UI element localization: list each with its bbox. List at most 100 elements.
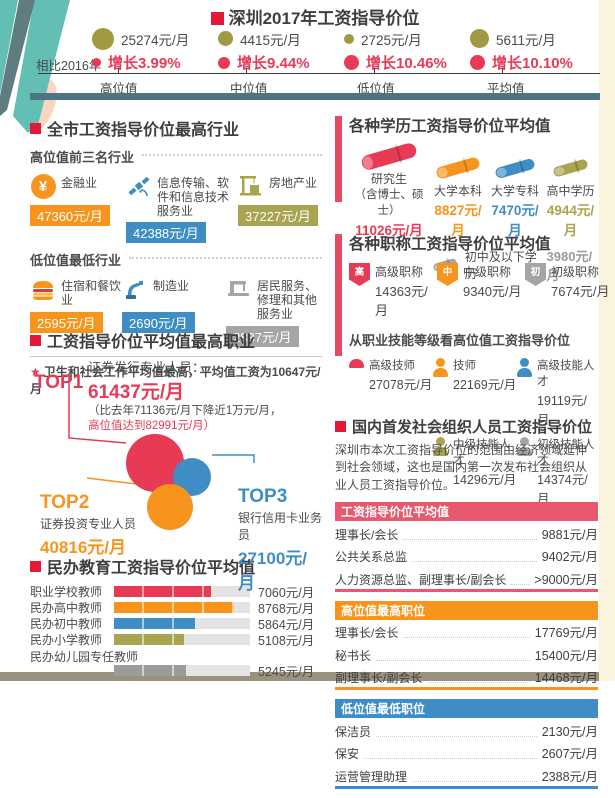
degree-item-highschool: 高中学历 4944元/月 bbox=[543, 156, 598, 239]
degree-value: 8827元/月 bbox=[434, 203, 482, 239]
person-icon bbox=[517, 357, 532, 377]
page-title-text: 深圳2017年工资指导价位 bbox=[228, 9, 420, 28]
ranks-section-title: 各种职称工资指导价位平均值 bbox=[349, 236, 551, 253]
burger-icon bbox=[30, 276, 56, 302]
growth-dot-icon bbox=[218, 56, 230, 69]
table-row: 理事长/会长 9881元/月 bbox=[335, 521, 598, 544]
table-row: 人力资源总监、副理事长/副会长 >9000元/月 bbox=[335, 566, 598, 589]
axis-tick bbox=[502, 68, 503, 74]
left-column: 全市工资指导价位最高行业 高位值前三名行业 ¥ 金融业 47360元/月 信息传… bbox=[30, 108, 322, 679]
stat-value: 2725元/月 bbox=[361, 32, 422, 48]
edu-bar-label: 民办幼儿园专任教师 bbox=[30, 650, 139, 664]
skill-name: 高级技师 bbox=[369, 360, 415, 372]
degree-name: 大学本科 bbox=[433, 184, 482, 198]
rank-value: 14363元/月 bbox=[375, 284, 428, 318]
value-circle-icon bbox=[344, 33, 354, 44]
industry-item-finance: ¥ 金融业 47360元/月 bbox=[30, 173, 126, 243]
satellite-icon bbox=[126, 173, 152, 199]
social-org-section-title: 国内首发社会组织人员工资指导价位 bbox=[335, 416, 598, 437]
industry-item-realestate: 房地产业 37227元/月 bbox=[238, 173, 322, 243]
edu-bar-row: 民办小学教师 5108元/月 bbox=[30, 632, 322, 648]
table-row: 副理事长/副会长 14468元/月 bbox=[335, 665, 598, 688]
industry-value-badge: 47360元/月 bbox=[30, 205, 110, 226]
top2-value: 40816元/月 bbox=[40, 537, 126, 557]
degree-name: 大学专科 bbox=[490, 184, 539, 198]
education-title-text: 民办教育工资指导价位平均值 bbox=[47, 560, 256, 577]
stat-growth: 增长9.44% bbox=[237, 55, 310, 72]
edu-bar-track bbox=[114, 586, 250, 597]
edu-bar-fill bbox=[114, 586, 211, 597]
dotted-leader bbox=[412, 561, 537, 563]
degree-item-postgraduate: 研究生 （含博士、硕士） 11026元/月 bbox=[349, 141, 429, 239]
axis-label-median: 中位值 bbox=[230, 82, 268, 96]
header-divider-bar bbox=[30, 93, 600, 100]
degree-item-bachelor: 大学本科 8827元/月 bbox=[429, 156, 487, 239]
shield-character: 初 bbox=[530, 267, 541, 278]
industry-item-hotel-catering: 住宿和餐饮业 2595元/月 bbox=[30, 276, 122, 346]
edu-bar-chart: 职业学校教师 7060元/月 民办高中教师 8768元/月 民办初中教师 5864元/月民… bbox=[30, 584, 322, 679]
industry-value-badge: 37227元/月 bbox=[238, 205, 318, 226]
stat-value: 25274元/月 bbox=[121, 32, 190, 48]
table-row: 运营管理助理 2388元/月 bbox=[335, 763, 598, 786]
dotted-rule bbox=[129, 257, 322, 260]
table-row: 保洁员 2130元/月 bbox=[335, 718, 598, 741]
top-jobs-section-title: 工资指导价位平均值最高职业 bbox=[30, 328, 322, 352]
industry-section-title: 全市工资指导价位最高行业 bbox=[30, 116, 322, 140]
table-header: 高位值最高职位 bbox=[335, 600, 598, 620]
industry-name: 制造业 bbox=[153, 279, 190, 294]
dotted-leader bbox=[364, 758, 537, 760]
skill-item-senior-skilled: 高级技能人才 19119元/月 bbox=[517, 357, 598, 428]
table-row: 保安 2607元/月 bbox=[335, 741, 598, 764]
row-value: >9000元/月 bbox=[534, 572, 598, 587]
table-header: 工资指导价位平均值 bbox=[335, 502, 598, 522]
industry-name: 住宿和餐饮业 bbox=[61, 279, 122, 308]
skill-item-junior-skilled: 初级技能人才 14374元/月 bbox=[517, 436, 598, 507]
edu-bar-label: 民办小学教师 bbox=[30, 633, 103, 647]
low-industries-subheader: 低位值最低行业 bbox=[30, 250, 322, 269]
row-value: 9881元/月 bbox=[541, 527, 598, 542]
edu-bar-label: 民办高中教师 bbox=[30, 601, 103, 615]
top-jobs-section: 工资指导价位平均值最高职业 证券发行专业人员： TOP1 61437元/月 （比… bbox=[30, 328, 322, 593]
bottom-bar bbox=[0, 672, 599, 681]
social-table-average: 工资指导价位平均值 理事长/会长 9881元/月 公共关系总监 9402元/月 人力… bbox=[335, 502, 598, 592]
edu-bar-fill bbox=[114, 618, 195, 629]
degree-item-middleschool: 初中及以下学历 3980元/月 bbox=[432, 246, 598, 284]
social-org-section: 国内首发社会组织人员工资指导价位 深圳市本次工资指导价位的范围由经济领域延伸到社… bbox=[335, 416, 598, 798]
rank-item-intermediate: 中 中级职称 9340元/月 bbox=[437, 263, 525, 319]
row-name: 保洁员 bbox=[335, 724, 372, 739]
social-org-title-text: 国内首发社会组织人员工资指导价位 bbox=[352, 419, 593, 436]
social-table-lowest: 低位值最低职位 保洁员 2130元/月 保安 2607元/月 运营管理助理 2388元… bbox=[335, 699, 598, 789]
corner-pencil-decoration bbox=[0, 0, 70, 133]
stat-growth: 增长10.10% bbox=[492, 55, 573, 72]
edu-bar-track bbox=[114, 634, 250, 645]
yuan-symbol: ¥ bbox=[30, 173, 56, 199]
industry-value-badge: 2595元/月 bbox=[30, 312, 103, 334]
edu-bar-fill bbox=[114, 602, 235, 613]
skill-value: 19119元/月 bbox=[537, 394, 587, 427]
edu-bar-value: 8768元/月 bbox=[258, 602, 315, 616]
rank-name: 初级职称 bbox=[551, 265, 600, 279]
skill-item-intermediate-skilled: 中级技能人才 14296元/月 bbox=[433, 436, 517, 507]
edu-bar-track bbox=[114, 665, 250, 676]
rank-value: 7674元/月 bbox=[551, 284, 610, 299]
edu-bar-row: 职业学校教师 7060元/月 bbox=[30, 584, 322, 600]
degree-item-college: 大学专科 7470元/月 bbox=[487, 156, 543, 239]
diploma-scroll-icon bbox=[494, 157, 536, 179]
private-education-section: 民办教育工资指导价位平均值 职业学校教师 7060元/月 民办高中教师 8768元/月… bbox=[30, 554, 322, 679]
industry-value-badge: 2837元/月 bbox=[226, 325, 299, 347]
dotted-leader bbox=[427, 682, 530, 684]
degrees-section: 各种学历工资指导价位平均值 研究生 （含博士、硕士） 11026元/月 大学本科… bbox=[335, 114, 598, 284]
dotted-leader bbox=[412, 780, 537, 782]
dotted-rule bbox=[142, 154, 322, 156]
shield-icon: 初 bbox=[525, 263, 546, 286]
industry-name: 信息传输、软件和信息技术服务业 bbox=[157, 176, 230, 218]
edu-bar-row: 民办初中教师 5864元/月 bbox=[30, 616, 322, 632]
edu-bar-value: 7060元/月 bbox=[258, 586, 315, 600]
high-industries-subheader: 高位值前三名行业 bbox=[30, 147, 322, 166]
low-industries-grid: 住宿和餐饮业 2595元/月 制造业 2690元/月 居民服 bbox=[30, 276, 322, 347]
degree-value: 7470元/月 bbox=[491, 203, 539, 239]
page-title: 深圳2017年工资指导价位 bbox=[30, 4, 600, 29]
table-row: 理事长/会长 17769元/月 bbox=[335, 620, 598, 643]
skills-grid: 高级技师 27078元/月 技师 22169元/月 高级技能人才 19119元/月 中… bbox=[349, 357, 598, 507]
infographic-page: { "palette":{"bullet_red":"#e31937","cri… bbox=[0, 0, 615, 681]
